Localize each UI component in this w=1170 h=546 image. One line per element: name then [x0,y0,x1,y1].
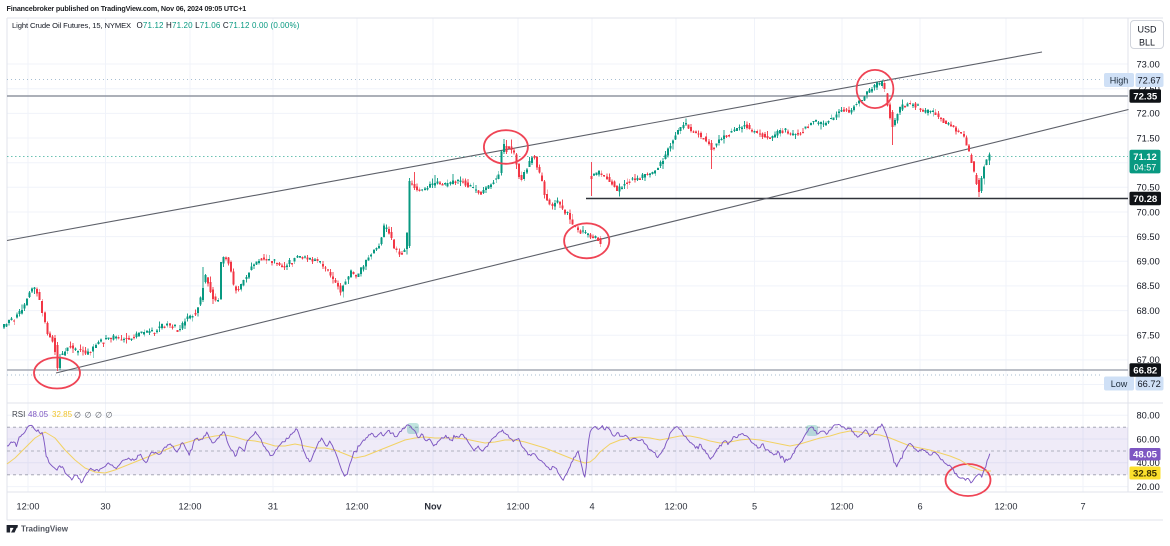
svg-text:40.00: 40.00 [1137,458,1160,468]
svg-text:80.00: 80.00 [1137,411,1160,421]
svg-text:72.35: 72.35 [1133,91,1158,102]
svg-text:O71.12 H71.20 L71.06 C71.12 0.: O71.12 H71.20 L71.06 C71.12 0.00 (0.00%) [137,21,300,30]
svg-text:12:00: 12:00 [665,502,688,512]
svg-text:High: High [1110,76,1129,86]
svg-text:72.67: 72.67 [1138,76,1161,86]
svg-text:69.50: 69.50 [1137,232,1160,242]
svg-text:Nov: Nov [424,502,442,512]
svg-text:73.00: 73.00 [1137,59,1160,69]
svg-text:RSI: RSI [12,410,25,419]
svg-text:71.12: 71.12 [1133,151,1156,162]
svg-text:12:00: 12:00 [995,502,1018,512]
svg-text:20.00: 20.00 [1137,482,1160,492]
svg-text:72.00: 72.00 [1137,109,1160,119]
svg-text:67.00: 67.00 [1137,355,1160,365]
svg-text:12:00: 12:00 [17,502,40,512]
svg-text:∅: ∅ [85,411,92,420]
svg-text:70.00: 70.00 [1137,207,1160,217]
svg-text:∅: ∅ [95,411,102,420]
svg-text:∅: ∅ [74,411,81,420]
svg-text:Financebroker published on Tra: Financebroker published on TradingView.c… [7,4,247,13]
svg-text:48.05: 48.05 [1133,450,1158,461]
svg-text:12:00: 12:00 [507,502,530,512]
svg-text:69.00: 69.00 [1137,257,1160,267]
svg-text:04:57: 04:57 [1134,162,1157,172]
svg-text:5: 5 [752,502,757,512]
svg-text:4: 4 [589,502,594,512]
svg-text:BLL: BLL [1139,38,1155,48]
svg-text:71.50: 71.50 [1137,133,1160,143]
svg-text:68.00: 68.00 [1137,306,1160,316]
svg-text:12:00: 12:00 [831,502,854,512]
svg-text:30: 30 [100,502,110,512]
svg-text:66.82: 66.82 [1133,365,1157,376]
svg-text:USD: USD [1137,25,1157,35]
svg-text:TradingView: TradingView [21,525,69,534]
svg-text:72.50: 72.50 [1137,84,1160,94]
svg-text:70.50: 70.50 [1137,183,1160,193]
svg-text:Light Crude Oil Futures, 15, N: Light Crude Oil Futures, 15, NYMEX [12,21,131,30]
svg-text:67.50: 67.50 [1137,331,1160,341]
svg-text:Low: Low [1111,379,1128,389]
svg-text:70.28: 70.28 [1133,194,1158,205]
svg-text:7: 7 [1080,502,1085,512]
svg-text:∅: ∅ [106,411,113,420]
svg-text:68.50: 68.50 [1137,281,1160,291]
svg-text:12:00: 12:00 [346,502,369,512]
svg-text:32.85: 32.85 [1133,469,1158,480]
svg-text:6: 6 [917,502,922,512]
svg-text:60.00: 60.00 [1137,434,1160,444]
svg-text:66.72: 66.72 [1138,379,1161,389]
svg-text:32.85: 32.85 [52,410,73,419]
svg-text:31: 31 [268,502,278,512]
svg-text:12:00: 12:00 [179,502,202,512]
svg-text:48.05: 48.05 [28,410,49,419]
